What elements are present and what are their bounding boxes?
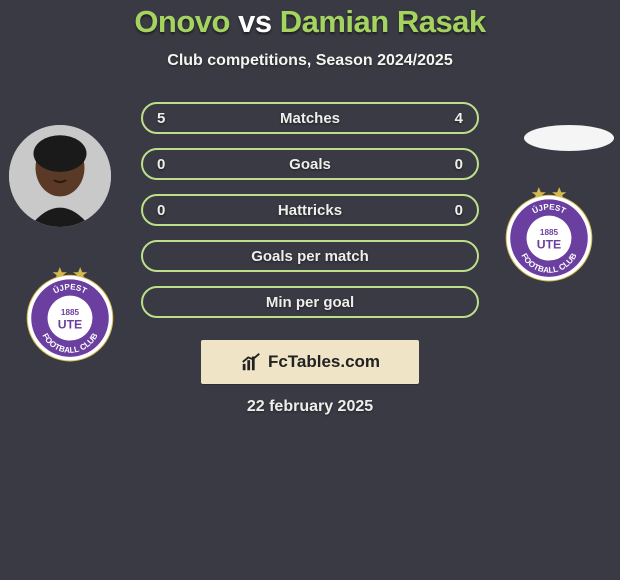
chart-icon [240, 351, 262, 373]
stat-right: 0 [433, 156, 463, 173]
stat-left: 0 [157, 202, 187, 219]
player1-avatar [9, 125, 111, 227]
stat-label: Goals [187, 156, 433, 173]
stat-left: 0 [157, 156, 187, 173]
date-label: 22 february 2025 [0, 398, 620, 416]
attribution-badge: FcTables.com [201, 340, 419, 384]
club-badge-player1: 1885 UTE ÚJPEST FOOTBALL CLUB [19, 261, 121, 363]
svg-text:1885: 1885 [540, 228, 559, 237]
svg-text:1885: 1885 [61, 308, 80, 317]
svg-text:UTE: UTE [58, 317, 82, 331]
stat-right: 0 [433, 202, 463, 219]
subtitle: Club competitions, Season 2024/2025 [0, 52, 620, 70]
svg-text:UTE: UTE [537, 237, 561, 251]
title-player1: Onovo [134, 4, 230, 39]
title-player2: Damian Rasak [280, 4, 486, 39]
stat-label: Min per goal [187, 294, 433, 311]
stat-right: 4 [433, 110, 463, 127]
player2-avatar [524, 125, 614, 151]
stat-label: Hattricks [187, 202, 433, 219]
stat-label: Goals per match [187, 248, 433, 265]
club-badge-player2: 1885 UTE ÚJPEST FOOTBALL CLUB [498, 181, 600, 283]
stat-row-goals-per-match: Goals per match [141, 240, 479, 272]
stat-row-goals: 0 Goals 0 [141, 148, 479, 180]
stat-row-hattricks: 0 Hattricks 0 [141, 194, 479, 226]
stat-row-matches: 5 Matches 4 [141, 102, 479, 134]
club-badge-icon: 1885 UTE ÚJPEST FOOTBALL CLUB [498, 181, 600, 283]
stats-table: 5 Matches 4 0 Goals 0 0 Hattricks 0 Goal… [141, 102, 479, 318]
player-face-icon [9, 125, 111, 227]
page-title: Onovo vs Damian Rasak [0, 4, 620, 40]
title-vs: vs [238, 4, 271, 39]
stat-left: 5 [157, 110, 187, 127]
stat-row-min-per-goal: Min per goal [141, 286, 479, 318]
club-badge-icon: 1885 UTE ÚJPEST FOOTBALL CLUB [19, 261, 121, 363]
stat-label: Matches [187, 110, 433, 127]
attribution-label: FcTables.com [268, 352, 380, 372]
